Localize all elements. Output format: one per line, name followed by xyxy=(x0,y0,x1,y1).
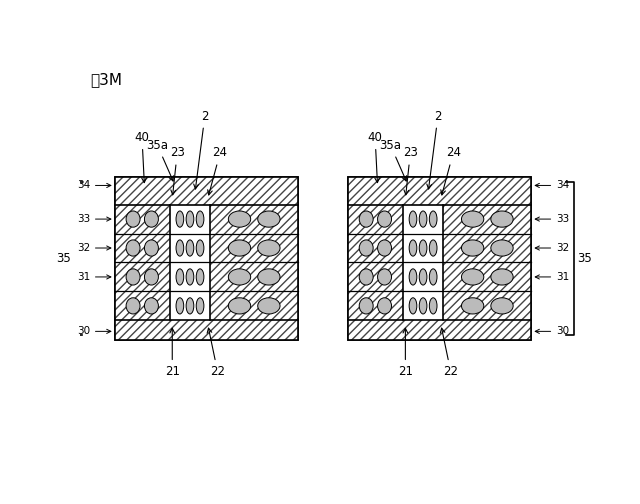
Text: 32: 32 xyxy=(535,243,570,253)
Ellipse shape xyxy=(419,240,427,256)
Text: 31: 31 xyxy=(535,272,570,282)
Ellipse shape xyxy=(186,269,194,285)
Ellipse shape xyxy=(409,298,417,314)
Ellipse shape xyxy=(126,211,140,227)
Ellipse shape xyxy=(176,298,184,314)
Text: 33: 33 xyxy=(77,214,111,224)
Bar xyxy=(115,321,298,340)
Ellipse shape xyxy=(378,298,392,314)
Ellipse shape xyxy=(228,298,251,314)
Ellipse shape xyxy=(491,269,513,285)
Ellipse shape xyxy=(409,269,417,285)
Ellipse shape xyxy=(228,211,251,227)
Bar xyxy=(115,177,298,340)
Ellipse shape xyxy=(145,240,158,256)
Ellipse shape xyxy=(429,269,437,285)
Ellipse shape xyxy=(145,269,158,285)
Ellipse shape xyxy=(228,269,251,285)
Ellipse shape xyxy=(461,298,484,314)
Ellipse shape xyxy=(196,240,204,256)
Ellipse shape xyxy=(145,298,158,314)
Ellipse shape xyxy=(419,298,427,314)
Ellipse shape xyxy=(145,211,158,227)
Ellipse shape xyxy=(409,240,417,256)
Ellipse shape xyxy=(258,269,280,285)
Text: 22: 22 xyxy=(440,328,458,378)
Text: 35: 35 xyxy=(577,252,592,265)
Bar xyxy=(348,177,531,340)
Ellipse shape xyxy=(429,211,437,227)
Ellipse shape xyxy=(419,211,427,227)
Text: 35a: 35a xyxy=(147,139,173,181)
Text: 24: 24 xyxy=(441,147,461,195)
Bar xyxy=(115,205,170,321)
Text: 24: 24 xyxy=(207,147,228,195)
Bar xyxy=(115,177,298,205)
Text: 35: 35 xyxy=(56,252,71,265)
Text: 40: 40 xyxy=(368,131,383,182)
Ellipse shape xyxy=(126,298,140,314)
Text: 33: 33 xyxy=(535,214,570,224)
Ellipse shape xyxy=(176,240,184,256)
Ellipse shape xyxy=(186,240,194,256)
Text: 40: 40 xyxy=(134,131,149,182)
Ellipse shape xyxy=(419,269,427,285)
Text: 23: 23 xyxy=(170,147,185,195)
Ellipse shape xyxy=(176,211,184,227)
Ellipse shape xyxy=(359,240,373,256)
Ellipse shape xyxy=(491,298,513,314)
Text: 22: 22 xyxy=(207,328,225,378)
Ellipse shape xyxy=(258,298,280,314)
Ellipse shape xyxy=(196,211,204,227)
Ellipse shape xyxy=(429,298,437,314)
Ellipse shape xyxy=(378,240,392,256)
Text: 31: 31 xyxy=(77,272,111,282)
Ellipse shape xyxy=(491,211,513,227)
Text: 図3M: 図3M xyxy=(90,72,122,87)
Bar xyxy=(210,205,298,321)
Ellipse shape xyxy=(378,269,392,285)
Ellipse shape xyxy=(359,269,373,285)
Bar xyxy=(348,321,531,340)
Ellipse shape xyxy=(126,269,140,285)
Text: 21: 21 xyxy=(398,328,413,378)
Text: 30: 30 xyxy=(535,327,570,336)
Ellipse shape xyxy=(258,211,280,227)
Ellipse shape xyxy=(359,211,373,227)
Ellipse shape xyxy=(186,211,194,227)
Ellipse shape xyxy=(176,269,184,285)
Text: 30: 30 xyxy=(77,327,111,336)
Text: 35a: 35a xyxy=(380,139,406,181)
Bar xyxy=(348,177,531,340)
Ellipse shape xyxy=(461,211,484,227)
Text: 34: 34 xyxy=(535,180,570,191)
Text: 2: 2 xyxy=(194,109,209,189)
Ellipse shape xyxy=(196,269,204,285)
Ellipse shape xyxy=(196,298,204,314)
Ellipse shape xyxy=(186,298,194,314)
Text: 32: 32 xyxy=(77,243,111,253)
Ellipse shape xyxy=(491,240,513,256)
Ellipse shape xyxy=(228,240,251,256)
Ellipse shape xyxy=(258,240,280,256)
Bar xyxy=(444,205,531,321)
Ellipse shape xyxy=(378,211,392,227)
Text: 23: 23 xyxy=(403,147,418,195)
Text: 21: 21 xyxy=(164,328,180,378)
Ellipse shape xyxy=(461,240,484,256)
Ellipse shape xyxy=(409,211,417,227)
Ellipse shape xyxy=(429,240,437,256)
Ellipse shape xyxy=(461,269,484,285)
Text: 2: 2 xyxy=(427,109,442,189)
Text: 34: 34 xyxy=(77,180,111,191)
Ellipse shape xyxy=(126,240,140,256)
Bar xyxy=(115,177,298,340)
Bar xyxy=(348,205,403,321)
Ellipse shape xyxy=(359,298,373,314)
Bar xyxy=(348,177,531,205)
